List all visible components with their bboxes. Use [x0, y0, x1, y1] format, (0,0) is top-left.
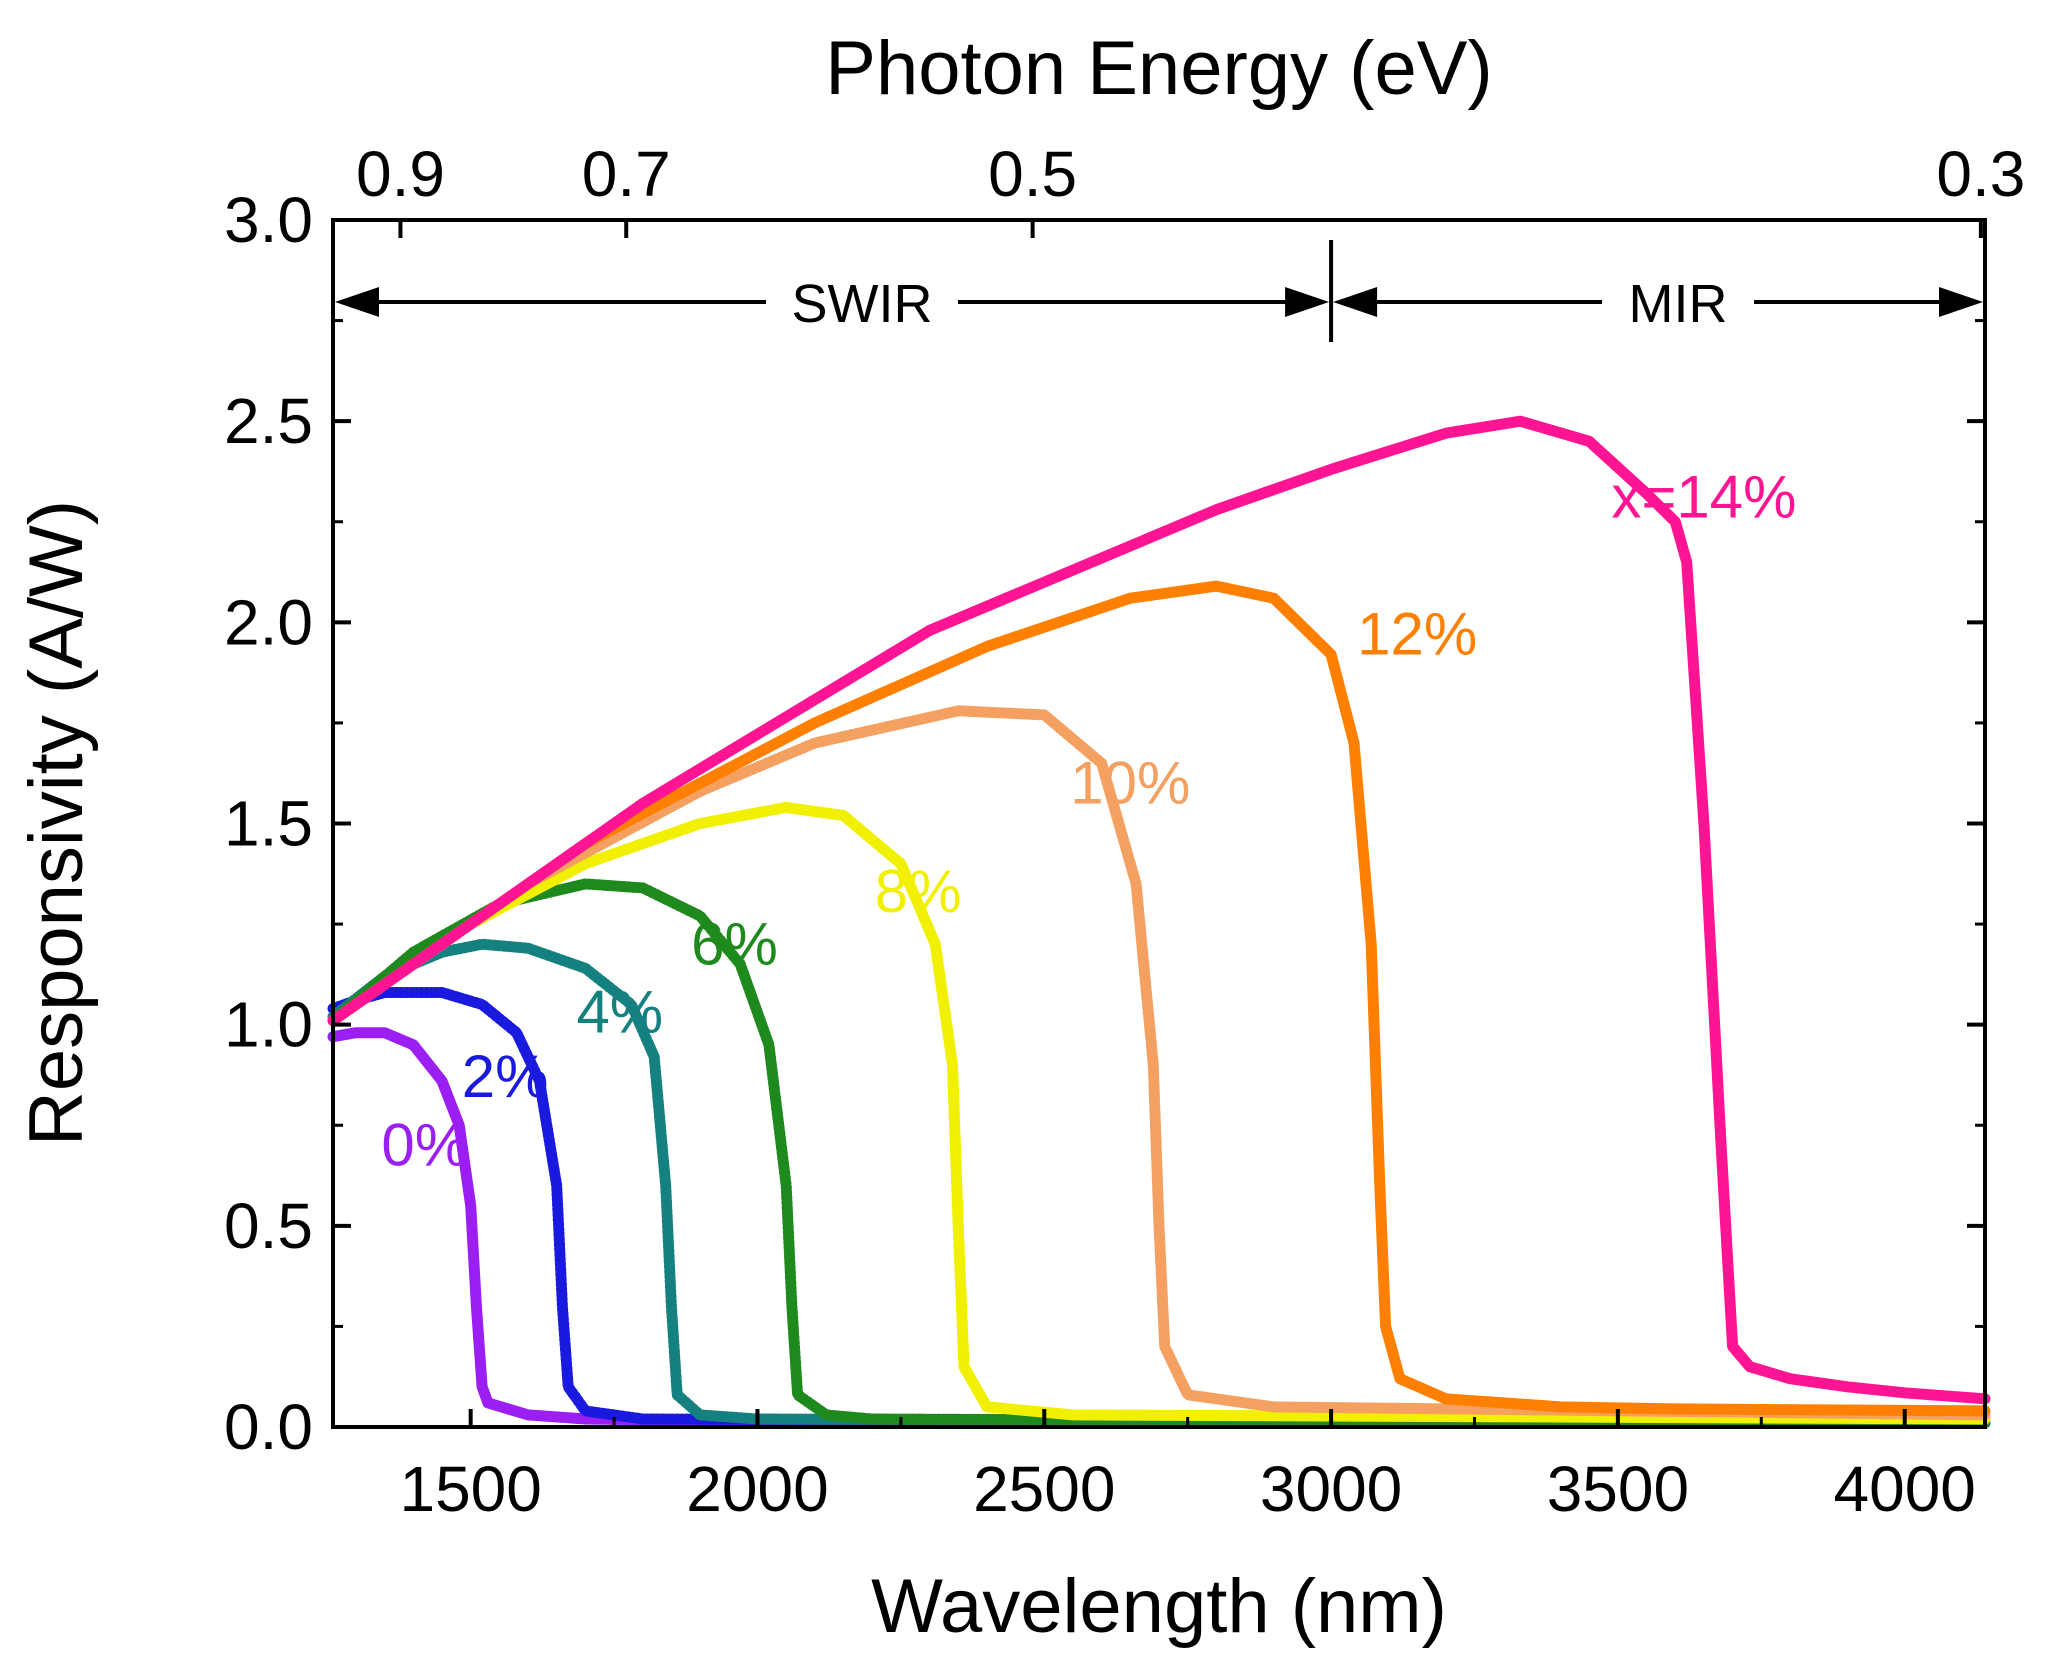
series-line-4	[327, 801, 1991, 1425]
region-arrowhead-left-1	[1333, 287, 1378, 317]
top-tick-label-3: 0.3	[1936, 138, 2025, 210]
top-axis-title: Photon Energy (eV)	[825, 26, 1493, 111]
y-tick-label-1: 0.5	[224, 1190, 313, 1262]
series-label-1: 2%	[462, 1043, 549, 1110]
series-label-0: 0%	[381, 1111, 468, 1178]
y-tick-label-3: 1.5	[224, 788, 313, 860]
x-tick-label-5: 4000	[1834, 1453, 1976, 1525]
series-line-7	[327, 415, 1991, 1405]
ticks-layer: 1500 2000 2500 3000 3500 4000 0.0 0.5 1.0 1.5 2.0 2…	[224, 138, 2025, 1525]
series-line-1	[327, 987, 1991, 1429]
series-label-5: 10%	[1070, 749, 1190, 816]
region-arrowhead-right-1	[1939, 287, 1983, 317]
x-axis-title: Wavelength (nm)	[871, 1564, 1447, 1649]
series-line-2	[327, 938, 1991, 1429]
region-annotations: SWIR MIR	[335, 240, 1983, 342]
top-tick-label-0: 0.9	[356, 138, 445, 210]
y-tick-label-2: 1.0	[224, 989, 313, 1061]
y-tick-label-6: 3.0	[224, 184, 313, 256]
x-tick-label-2: 2500	[973, 1453, 1115, 1525]
series-layer	[327, 415, 1991, 1429]
series-label-2: 4%	[576, 979, 663, 1046]
series-label-7: x=14%	[1611, 464, 1796, 531]
region-arrowhead-left-0	[335, 287, 379, 317]
y-tick-label-5: 2.5	[224, 385, 313, 457]
series-line-6	[327, 580, 1991, 1417]
series-line-0	[327, 1027, 1991, 1429]
y-tick-label-0: 0.0	[224, 1391, 313, 1463]
region-arrowhead-right-0	[1285, 287, 1330, 317]
x-tick-label-0: 1500	[399, 1453, 541, 1525]
series-line-5	[327, 705, 1991, 1421]
x-tick-label-1: 2000	[686, 1453, 828, 1525]
series-label-3: 6%	[691, 910, 778, 977]
top-tick-label-1: 0.7	[582, 138, 671, 210]
series-label-4: 8%	[875, 858, 962, 925]
x-tick-label-3: 3000	[1260, 1453, 1402, 1525]
region-label-1: MIR	[1629, 274, 1728, 334]
series-labels: 0%2% 4% 6% 8% 10% 12% x=14%	[381, 464, 1796, 1179]
top-tick-label-2: 0.5	[988, 138, 1077, 210]
region-label-0: SWIR	[792, 274, 933, 334]
x-tick-label-4: 3500	[1547, 1453, 1689, 1525]
series-label-6: 12%	[1357, 601, 1477, 668]
y-tick-label-4: 2.0	[224, 586, 313, 658]
y-axis-title: Responsivity (A/W)	[14, 500, 99, 1146]
